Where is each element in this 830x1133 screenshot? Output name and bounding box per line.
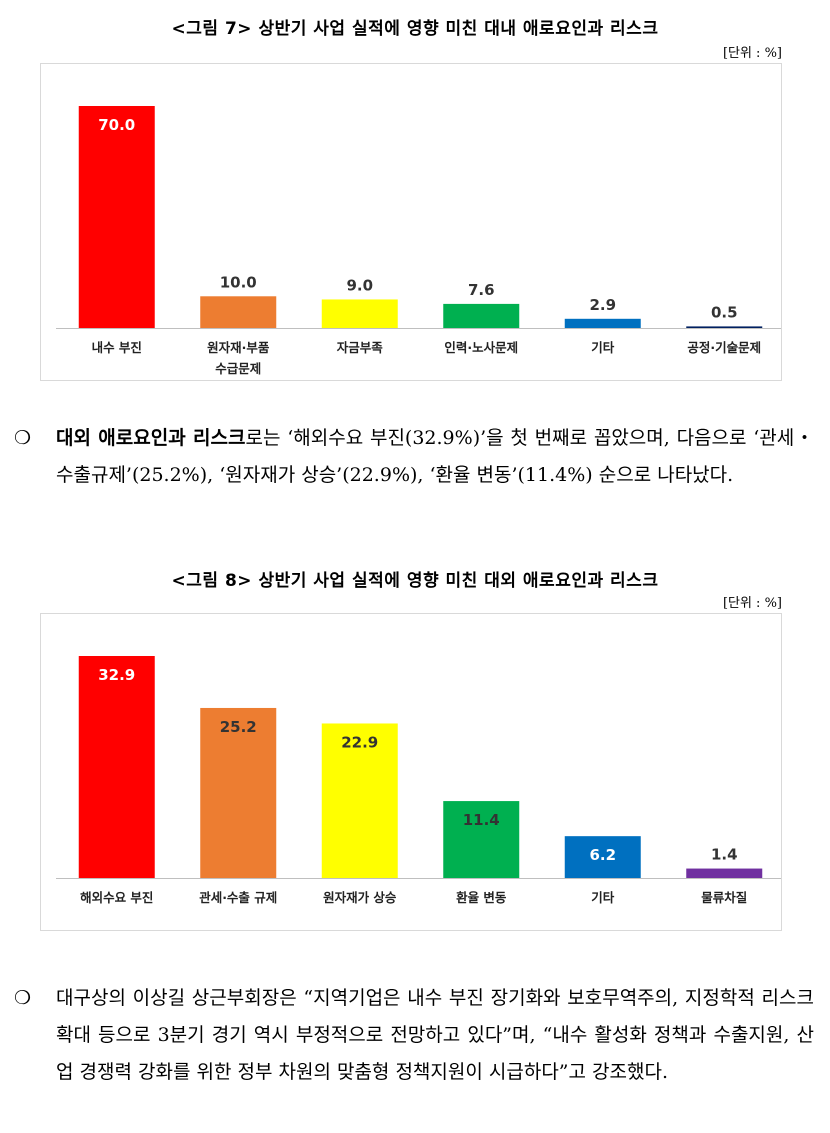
category-label-4: 기타 (591, 890, 615, 905)
bar-1 (200, 707, 277, 878)
category-label-1: 관세·수출 규제 (199, 890, 277, 905)
bar-0 (78, 106, 155, 328)
paragraph-external-risks: ❍ 대외 애로요인과 리스크로는 ‘해외수요 부진(32.9%)’을 첫 번째로… (14, 420, 814, 494)
bar-4 (564, 318, 641, 328)
data-label-5: 1.4 (711, 846, 738, 864)
data-label-0: 32.9 (98, 666, 135, 684)
data-label-5: 0.5 (711, 303, 738, 321)
bullet-icon: ❍ (14, 427, 32, 449)
figure-8-title: <그림 8> 상반기 사업 실적에 영향 미친 대외 애로요인과 리스크 (171, 571, 659, 591)
paragraph-1-lead: 대외 애로요인과 리스크 (56, 427, 246, 449)
paragraph-vice-chairman-quote: ❍ 대구상의 이상길 상근부회장은 “지역기업은 내수 부진 장기화와 보호무역… (14, 980, 814, 1091)
data-label-3: 11.4 (463, 811, 500, 829)
bar-5 (686, 868, 763, 878)
paragraph-1-text: 로는 ‘해외수요 부진(32.9%)’을 첫 번째로 꼽았으며, 다음으로 ‘관… (56, 427, 814, 486)
bar-4 (564, 836, 641, 878)
bar-2 (321, 299, 398, 328)
category-label-1: 수급문제 (215, 361, 261, 376)
paragraph-2-text: 대구상의 이상길 상근부회장은 “지역기업은 내수 부진 장기화와 보호무역주의… (56, 987, 814, 1083)
data-label-3: 7.6 (468, 281, 495, 299)
figure-8-chart: 32.9 해외수요 부진 25.2 관세·수출 규제 22.9 원자재가 상승 11.4 환율… (40, 613, 782, 931)
data-label-2: 22.9 (341, 733, 378, 751)
bar-2 (321, 723, 398, 878)
bar-0 (78, 656, 155, 878)
bar-3 (443, 801, 520, 878)
bar-1 (200, 296, 277, 328)
data-label-2: 9.0 (346, 276, 373, 294)
category-label-2: 원자재가 상승 (323, 890, 397, 905)
bullet-icon: ❍ (14, 987, 32, 1009)
category-label-4: 기타 (591, 340, 615, 355)
category-label-3: 환율 변동 (456, 890, 507, 905)
category-label-5: 공정·기술문제 (687, 340, 761, 355)
category-label-2: 자금부족 (337, 340, 384, 355)
figure-7-unit: [단위 : %] (722, 46, 782, 61)
category-label-3: 인력·노사문제 (444, 340, 518, 355)
paragraph-1-body: 대외 애로요인과 리스크로는 ‘해외수요 부진(32.9%)’을 첫 번째로 꼽… (56, 420, 814, 494)
data-label-1: 10.0 (220, 273, 257, 291)
bar-5 (686, 326, 763, 328)
category-label-0: 내수 부진 (92, 340, 142, 355)
bar-3 (443, 303, 520, 328)
figure-8-svg: 32.9 해외수요 부진 25.2 관세·수출 규제 22.9 원자재가 상승 11.4 환율… (56, 656, 781, 905)
data-label-4: 6.2 (589, 846, 616, 864)
category-label-5: 물류차질 (701, 890, 747, 905)
data-label-0: 70.0 (98, 116, 135, 134)
figure-8-unit: [단위 : %] (722, 596, 782, 611)
category-label-0: 해외수요 부진 (80, 890, 153, 905)
data-label-4: 2.9 (589, 296, 616, 314)
figure-7-title: <그림 7> 상반기 사업 실적에 영향 미친 대내 애로요인과 리스크 (171, 19, 659, 39)
category-label-1: 원자재·부품 (207, 340, 270, 355)
data-label-1: 25.2 (220, 718, 257, 736)
